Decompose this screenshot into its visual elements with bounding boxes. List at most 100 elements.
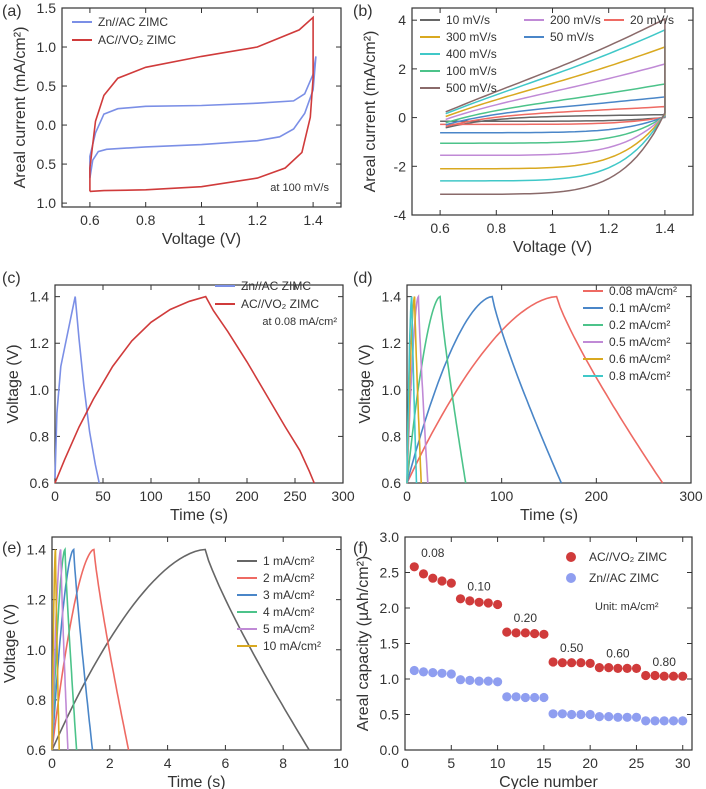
x-tick-label: 300 xyxy=(331,488,355,504)
data-point xyxy=(576,658,586,668)
y-tick-label: 2.0 xyxy=(380,600,400,616)
x-tick-label: 250 xyxy=(283,488,307,504)
data-point xyxy=(641,716,651,726)
data-point xyxy=(474,597,484,607)
axes-3: 0 100 200 300 0.6 0.8 1.0 1.2 1.4 Time (s) Voltage… xyxy=(353,270,703,524)
legend-label: 10 mA/cm² xyxy=(263,639,321,653)
data-point xyxy=(668,671,679,681)
data-point xyxy=(511,628,521,638)
y-tick-label: 1.0 xyxy=(37,39,57,55)
series-group-1 xyxy=(440,17,666,196)
legend-label: 3 mA/cm² xyxy=(263,588,314,602)
data-point xyxy=(594,712,605,722)
legend-5: AC//VO₂ ZIMC Zn//AC ZIMC xyxy=(566,550,667,585)
data-point xyxy=(465,675,475,686)
y-tick-label: 2 xyxy=(398,61,406,77)
legend-label: Zn//AC ZIMC xyxy=(98,15,168,29)
x-axis-label: Time (s) xyxy=(520,507,578,524)
y-tick-label: 0 xyxy=(398,110,406,126)
rate-label: 0.50 xyxy=(560,641,584,655)
x-tick-label: 100 xyxy=(490,488,514,504)
data-point xyxy=(631,712,642,722)
y-axis-label: Voltage (V) xyxy=(357,344,374,423)
x-tick-label: 1 xyxy=(549,220,557,236)
legend-0: Zn//AC ZIMC AC//VO₂ ZIMC xyxy=(72,15,176,47)
y-tick-label: 1.0 xyxy=(27,642,47,658)
legend-label: Zn//AC ZIMC xyxy=(589,571,659,585)
x-axis-label: Voltage (V) xyxy=(513,239,592,256)
annotation: Unit: mA/cm² xyxy=(595,601,659,613)
data-point xyxy=(678,716,688,726)
series-line xyxy=(406,296,422,484)
data-point xyxy=(631,663,642,674)
legend-label: 4 mA/cm² xyxy=(263,605,314,619)
x-tick-label: 1.4 xyxy=(303,212,323,228)
data-point xyxy=(418,667,429,677)
data-point xyxy=(650,716,660,726)
x-tick-label: 25 xyxy=(629,755,645,771)
data-point xyxy=(520,692,531,703)
axes-5: 0 5 10 15 20 25 30 0.0 0.5 1.0 1.5 2.0 2.5 3.0 Cycle n… xyxy=(353,529,693,789)
legend-label: 20 mV/s xyxy=(630,13,674,27)
y-axis-label: Voltage (V) xyxy=(2,604,19,683)
data-point xyxy=(594,663,605,673)
data-point xyxy=(548,709,558,719)
y-tick-label: 1.5 xyxy=(37,0,57,16)
y-axis-label: Areal current (mA/cm²) xyxy=(362,31,379,193)
data-point xyxy=(465,596,475,606)
data-point xyxy=(483,676,493,686)
y-tick-label: 1.4 xyxy=(382,289,402,305)
data-point xyxy=(446,669,456,679)
data-point xyxy=(474,676,484,686)
series-line xyxy=(51,549,60,751)
x-tick-label: 2 xyxy=(106,755,114,771)
data-point xyxy=(567,658,577,668)
series-line xyxy=(406,295,664,484)
series-line xyxy=(51,548,130,751)
panel-label: (c) xyxy=(2,270,21,287)
x-tick-label: 100 xyxy=(139,488,163,504)
y-tick-label: 0.8 xyxy=(30,428,50,444)
legend-label: 10 mV/s xyxy=(446,13,490,27)
y-tick-label: 1.4 xyxy=(27,542,47,558)
data-point xyxy=(493,599,503,610)
data-point xyxy=(641,670,651,681)
legend-marker xyxy=(566,552,576,562)
y-tick-label: 1.0 xyxy=(37,195,57,211)
data-point xyxy=(539,692,549,703)
data-point xyxy=(437,668,447,678)
legend-label: 300 mV/s xyxy=(446,30,497,44)
data-point xyxy=(576,709,586,720)
y-tick-label: 1.2 xyxy=(382,335,402,351)
data-point xyxy=(622,712,632,722)
series-group-4 xyxy=(51,546,310,751)
data-point xyxy=(493,677,503,687)
data-point xyxy=(530,692,540,703)
legend-2: Zn//AC ZIMC AC//VO₂ ZIMC xyxy=(215,279,319,311)
x-axis-label: Cycle number xyxy=(499,774,598,789)
x-tick-label: 0.8 xyxy=(136,212,156,228)
data-point xyxy=(613,712,623,722)
data-point xyxy=(622,663,632,674)
series-line xyxy=(89,15,314,193)
data-point xyxy=(455,594,466,604)
legend-marker xyxy=(566,573,576,583)
x-tick-label: 1.4 xyxy=(655,220,675,236)
data-point xyxy=(409,562,419,572)
x-tick-label: 5 xyxy=(447,755,455,771)
data-point xyxy=(613,663,623,674)
series-line xyxy=(51,549,69,751)
panel-label: (b) xyxy=(353,3,373,20)
data-point xyxy=(567,709,577,720)
plot-frame xyxy=(406,284,692,484)
legend-label: AC//VO₂ ZIMC xyxy=(241,297,319,311)
y-tick-label: 1.2 xyxy=(30,335,50,351)
y-tick-label: 4 xyxy=(398,12,406,28)
x-axis-label: Voltage (V) xyxy=(162,231,241,248)
legend-label: 0.1 mA/cm² xyxy=(609,301,670,315)
axes-4: 0 2 4 6 8 10 0.6 0.8 1.0 1.2 1.4 Time (s) Voltage (V… xyxy=(2,536,349,789)
plot-frame xyxy=(54,284,344,484)
x-tick-label: 20 xyxy=(582,755,598,771)
y-tick-label: 0.5 xyxy=(37,156,57,172)
